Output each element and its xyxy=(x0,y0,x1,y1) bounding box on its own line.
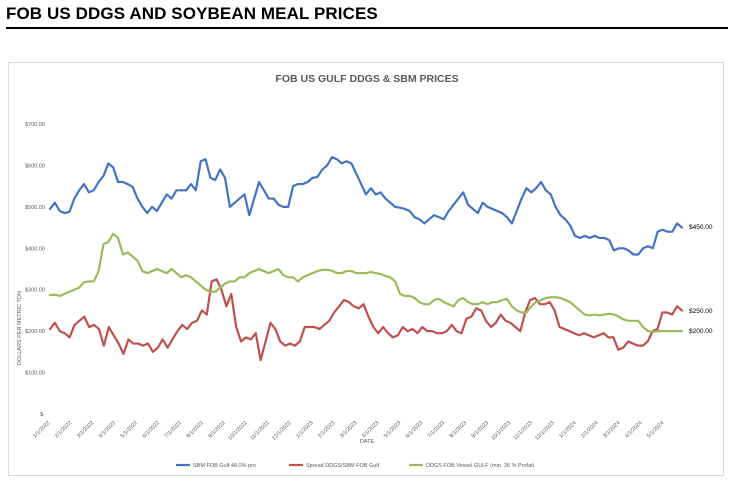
page-title: FOB US DDGS AND SOYBEAN MEAL PRICES xyxy=(6,4,378,23)
x-tick-label: 5/1/2023 xyxy=(383,420,402,439)
y-tick-label: $- xyxy=(40,412,45,418)
x-tick-label: 11/1/2023 xyxy=(513,420,534,441)
x-tick-label: 7/1/2022 xyxy=(164,420,183,439)
y-tick-label: $200.00 xyxy=(25,329,45,335)
x-tick-label: 4/1/2023 xyxy=(361,420,380,439)
series-line-2 xyxy=(48,278,684,362)
y-tick-label: $300.00 xyxy=(25,288,45,294)
x-tick-label: 3/1/2024 xyxy=(602,420,621,439)
end-value-labels: $450.00 $250.00 $200.00 xyxy=(689,224,713,335)
x-tick-label: 10/1/2023 xyxy=(490,420,512,442)
end-value-label: $450.00 xyxy=(689,224,713,231)
x-tick-label: 10/1/2022 xyxy=(227,420,249,442)
x-tick-label: 12/1/2023 xyxy=(534,420,556,442)
y-tick-label: $100.00 xyxy=(25,371,45,377)
x-tick-label: 3/1/2023 xyxy=(339,420,358,439)
chart-title: FOB US GULF DDGS & SBM PRICES xyxy=(275,73,458,85)
x-tick-label: 12/1/2022 xyxy=(271,420,293,442)
x-tick-label: 5/1/2022 xyxy=(120,420,139,439)
series-lines xyxy=(48,156,684,362)
x-tick-label: 5/1/2024 xyxy=(646,420,665,439)
x-tick-label: 7/1/2023 xyxy=(427,420,446,439)
legend: SBM FOB Gulf 48.0% pro Spread DDGS/SBM FO… xyxy=(176,463,535,469)
x-tick-label: 2/1/2022 xyxy=(54,420,73,439)
end-value-label: $200.00 xyxy=(689,328,713,335)
legend-label: DDGS FOB Vessel GULF (min. 36 % Profat) xyxy=(426,463,535,469)
y-axis-ticks: $- $100.00 $200.00 $300.00 $400.00 $500.00 $60… xyxy=(25,122,45,418)
x-tick-label: 3/1/2022 xyxy=(76,420,95,439)
x-tick-label: 9/1/2022 xyxy=(207,420,226,439)
y-tick-label: $500.00 xyxy=(25,205,45,211)
x-axis-ticks: 1/1/2022 2/1/2022 3/1/2022 4/1/2022 5/1/2022… xyxy=(32,420,665,442)
series-line-3 xyxy=(48,232,684,334)
x-axis-label: DATE xyxy=(360,439,375,445)
x-tick-label: 1/1/2022 xyxy=(32,420,51,439)
end-value-label: $250.00 xyxy=(689,308,713,315)
title-divider xyxy=(6,27,728,29)
y-tick-label: $400.00 xyxy=(25,246,45,252)
x-tick-label: 4/1/2022 xyxy=(98,420,117,439)
x-tick-label: 2/1/2023 xyxy=(317,420,336,439)
y-tick-label: $700.00 xyxy=(25,122,45,128)
line-chart: FOB US GULF DDGS & SBM PRICES DOLLARS PE… xyxy=(17,73,713,469)
legend-label: Spread DDGS/SBM FOB Gulf xyxy=(306,463,380,469)
series-line-1 xyxy=(48,156,684,256)
x-tick-label: 9/1/2023 xyxy=(471,420,490,439)
x-tick-label: 11/1/2022 xyxy=(249,420,270,441)
x-tick-label: 1/1/2024 xyxy=(558,420,577,439)
legend-label: SBM FOB Gulf 48.0% pro xyxy=(193,463,256,469)
x-tick-label: 8/1/2022 xyxy=(186,420,205,439)
x-tick-label: 6/1/2023 xyxy=(405,420,424,439)
chart-container: FOB US GULF DDGS & SBM PRICES DOLLARS PE… xyxy=(8,62,724,476)
x-tick-label: 8/1/2023 xyxy=(449,420,468,439)
y-tick-label: $600.00 xyxy=(25,163,45,169)
y-axis-label: DOLLARS PER METRIC TON xyxy=(17,291,23,365)
x-tick-label: 2/1/2024 xyxy=(580,420,599,439)
x-tick-label: 1/1/2023 xyxy=(295,420,314,439)
x-tick-label: 4/1/2024 xyxy=(624,420,643,439)
x-tick-label: 6/1/2022 xyxy=(142,420,161,439)
